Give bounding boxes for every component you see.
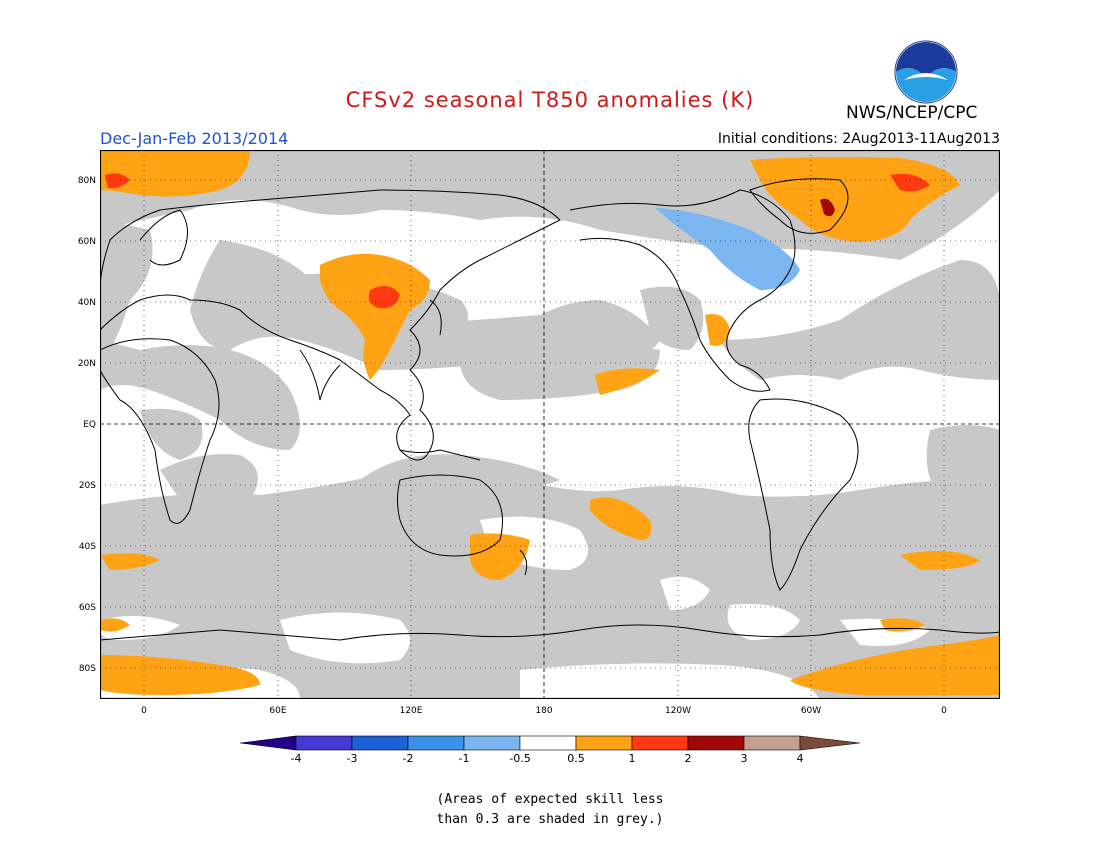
colorbar-box bbox=[575, 735, 633, 751]
colorbar-box bbox=[743, 735, 801, 751]
colorbar-tick-label: -2 bbox=[403, 752, 414, 765]
colorbar-box bbox=[407, 735, 465, 751]
colorbar-tick-label: 0.5 bbox=[567, 752, 585, 765]
lat-label: EQ bbox=[83, 420, 96, 430]
season-label: Dec-Jan-Feb 2013/2014 bbox=[100, 129, 289, 148]
colorbar: -4 -3 -2 -1 -0.5 0.5 1 2 3 4 bbox=[239, 735, 861, 765]
warm-anomaly-2-to-3 bbox=[820, 198, 835, 217]
colorbar-tick-label: 2 bbox=[685, 752, 692, 765]
map-border bbox=[100, 150, 1000, 699]
colorbar-box bbox=[687, 735, 745, 751]
lon-label: 120E bbox=[400, 706, 423, 716]
colorbar-tick-label: 3 bbox=[741, 752, 748, 765]
lat-label: 60S bbox=[79, 603, 96, 613]
lat-label: 20N bbox=[78, 359, 96, 369]
lat-label: 60N bbox=[78, 237, 96, 247]
anomaly-map bbox=[100, 150, 1000, 699]
colorbar-box bbox=[295, 735, 353, 751]
lat-label: 40N bbox=[78, 298, 96, 308]
colorbar-labels: -4 -3 -2 -1 -0.5 0.5 1 2 3 4 bbox=[291, 752, 804, 765]
agency-credit: NWS/NCEP/CPC bbox=[846, 103, 978, 123]
colorbar-tick-label: 4 bbox=[797, 752, 804, 765]
colorbar-extend-high bbox=[799, 735, 861, 751]
colorbar-extend-low bbox=[239, 735, 297, 751]
map-title: CFSv2 seasonal T850 anomalies (K) bbox=[345, 88, 755, 112]
lat-label: 80S bbox=[79, 664, 96, 674]
cold-anomaly-minus-1-to-minus-0-5 bbox=[655, 208, 800, 290]
initial-conditions-label: Initial conditions: 2Aug2013-11Aug2013 bbox=[717, 131, 1000, 147]
colorbar-box bbox=[519, 735, 577, 751]
lat-label: 40S bbox=[79, 542, 96, 552]
lon-label: 120W bbox=[665, 706, 691, 716]
skill-note-line-1: (Areas of expected skill less bbox=[436, 792, 664, 807]
warm-anomaly-1-to-2 bbox=[105, 173, 930, 309]
lon-label: 0 bbox=[941, 706, 947, 716]
colorbar-box bbox=[351, 735, 409, 751]
longitude-labels: 0 60E 120E 180 120W 60W 0 bbox=[141, 706, 947, 716]
latitude-labels: 80N 60N 40N 20N EQ 20S 40S 60S 80S bbox=[78, 176, 96, 674]
colorbar-tick-label: 1 bbox=[629, 752, 636, 765]
colorbar-tick-label: -3 bbox=[347, 752, 358, 765]
noaa-logo bbox=[894, 40, 958, 104]
graticule bbox=[100, 150, 1000, 699]
colorbar-box bbox=[631, 735, 689, 751]
equator-dateline bbox=[100, 150, 1000, 699]
skill-note-line-2: than 0.3 are shaded in grey.) bbox=[436, 812, 664, 827]
lon-label: 60E bbox=[269, 706, 286, 716]
colorbar-boxes bbox=[239, 735, 861, 751]
colorbar-box bbox=[463, 735, 521, 751]
coastlines bbox=[100, 178, 1000, 641]
lon-label: 0 bbox=[141, 706, 147, 716]
lon-label: 180 bbox=[535, 706, 552, 716]
colorbar-tick-label: -4 bbox=[291, 752, 302, 765]
lat-label: 20S bbox=[79, 481, 96, 491]
lat-label: 80N bbox=[78, 176, 96, 186]
lon-label: 60W bbox=[801, 706, 821, 716]
colorbar-tick-label: -0.5 bbox=[509, 752, 530, 765]
colorbar-tick-label: -1 bbox=[459, 752, 470, 765]
